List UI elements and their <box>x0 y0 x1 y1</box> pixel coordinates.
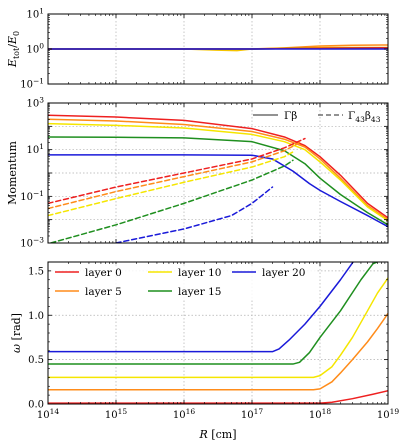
series-line-1-5 <box>48 137 306 205</box>
series-line-1-9 <box>115 186 274 243</box>
omega-series <box>48 262 388 404</box>
legend-dashed-label: Γ43β43 <box>348 110 381 124</box>
energy-panel: 10−1 100 101 Etot/E0 <box>6 7 389 91</box>
energy-series <box>48 44 388 52</box>
y-tick-label: 10−3 <box>20 236 44 250</box>
y-tick-label: 10−1 <box>20 77 44 91</box>
y-tick-label: 10−1 <box>20 189 44 203</box>
series-line-1-4 <box>48 154 388 228</box>
legend-entry-label: layer 0 <box>85 267 122 279</box>
omega-y-label: ω [rad] <box>10 313 23 353</box>
y-tick-label: 0.5 <box>28 355 44 366</box>
series-line-2-2 <box>48 277 388 379</box>
momentum-legend: Γβ Γ43β43 <box>253 110 381 124</box>
momentum-panel: 10−3 10−1 101 103 Momentum Γβ Γ43β43 <box>6 96 389 250</box>
energy-y-label: Etot/E0 <box>6 31 21 68</box>
legend-entry-label: layer 5 <box>85 286 122 298</box>
series-line-1-7 <box>48 151 294 217</box>
momentum-ticks: 10−3 10−1 101 103 <box>20 96 389 250</box>
y-tick-label: 0.0 <box>28 400 44 411</box>
x-tick-label: 1019 <box>377 407 400 421</box>
series-line-1-0 <box>48 114 388 219</box>
series-line-1-3 <box>48 136 388 226</box>
omega-ticks: 0.0 0.5 1.0 1.5 1014 1015 1016 1017 1018 1019 <box>28 261 400 421</box>
series-line-1-2 <box>48 122 388 222</box>
omega-x-label: R [cm] <box>199 428 237 441</box>
omega-panel: 0.0 0.5 1.0 1.5 1014 1015 1016 1017 1018 1019 ω [… <box>10 261 400 441</box>
legend-entry-label: layer 20 <box>262 267 305 279</box>
series-line-1-6 <box>48 141 301 210</box>
legend-entry-label: layer 15 <box>178 286 221 298</box>
x-tick-label: 1017 <box>241 407 264 421</box>
y-tick-label: 1.5 <box>28 266 44 277</box>
y-tick-label: 101 <box>26 7 44 21</box>
y-tick-label: 1.0 <box>28 311 44 322</box>
omega-legend: layer 0 layer 10 layer 20 layer 5 layer 15 <box>51 264 317 300</box>
momentum-series <box>48 114 388 243</box>
legend-solid-label: Γβ <box>284 110 297 122</box>
x-tick-label: 1016 <box>173 407 196 421</box>
energy-ticks: 10−1 100 101 <box>20 7 389 91</box>
legend-entry-label: layer 10 <box>178 267 221 279</box>
series-line-2-1 <box>48 312 388 391</box>
legend-background <box>51 264 317 300</box>
series-line-1-1 <box>48 118 388 221</box>
y-tick-label: 100 <box>26 42 44 56</box>
y-tick-label: 103 <box>26 96 44 110</box>
series-line-2-3 <box>48 262 380 365</box>
x-tick-label: 1014 <box>37 407 60 421</box>
y-tick-label: 101 <box>26 142 44 156</box>
series-line-2-4 <box>48 262 355 353</box>
x-tick-label: 1018 <box>309 407 332 421</box>
series-line-1-8 <box>50 159 294 243</box>
momentum-y-label: Momentum <box>6 141 19 205</box>
series-line-2-0 <box>48 389 388 404</box>
x-tick-label: 1015 <box>105 407 128 421</box>
